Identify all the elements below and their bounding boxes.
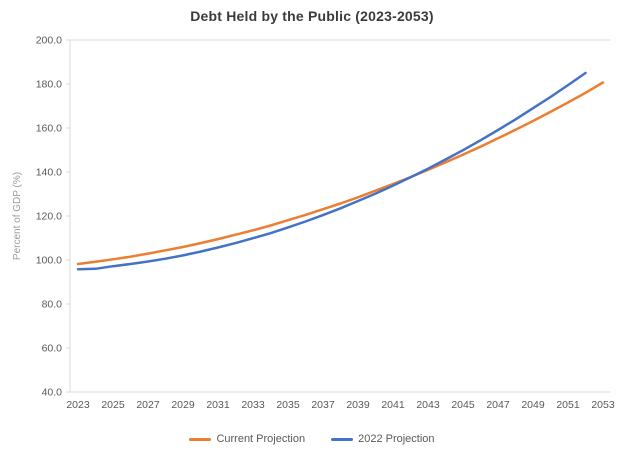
y-tick-label: 180.0 <box>36 79 62 91</box>
legend-swatch <box>331 437 354 441</box>
x-tick-label: 2053 <box>591 399 615 411</box>
x-tick-label: 2035 <box>276 399 300 411</box>
x-tick-label: 2037 <box>311 399 335 411</box>
y-tick-label: 160.0 <box>36 123 62 135</box>
chart-title: Debt Held by the Public (2023-2053) <box>190 8 434 24</box>
x-tick-label: 2029 <box>171 399 195 411</box>
x-tick-label: 2033 <box>241 399 265 411</box>
y-tick-label: 80.0 <box>42 299 63 311</box>
axis-lines <box>69 40 610 393</box>
x-tick-label: 2039 <box>346 399 370 411</box>
x-tick-label: 2023 <box>66 399 90 411</box>
legend-swatch <box>189 437 212 441</box>
y-tick-label: 60.0 <box>42 343 63 355</box>
legend-item-2022-projection: 2022 Projection <box>331 433 435 445</box>
y-tick-label: 140.0 <box>36 167 62 179</box>
y-tick-label: 120.0 <box>36 211 62 223</box>
x-tick-label: 2027 <box>136 399 160 411</box>
legend-item-current-projection: Current Projection <box>189 433 305 445</box>
series-line-2022-projection <box>76 71 587 271</box>
x-tick-label: 2051 <box>556 399 580 411</box>
y-tick-label: 100.0 <box>36 255 62 267</box>
series-line-current-projection <box>76 81 605 266</box>
x-tick-label: 2045 <box>451 399 475 411</box>
y-tick-label: 40.0 <box>42 387 63 399</box>
y-axis-title: Percent of GDP (%) <box>12 172 23 260</box>
x-tick-label: 2047 <box>486 399 510 411</box>
x-tick-label: 2025 <box>101 399 125 411</box>
legend-label: 2022 Projection <box>358 433 435 445</box>
x-tick-label: 2049 <box>521 399 545 411</box>
x-tick-label: 2031 <box>206 399 230 411</box>
y-tick-label: 200.0 <box>36 35 62 47</box>
x-tick-label: 2041 <box>381 399 405 411</box>
x-tick-label: 2043 <box>416 399 440 411</box>
legend-label: Current Projection <box>216 433 306 445</box>
legend: Current Projection 2022 Projection <box>0 433 624 445</box>
